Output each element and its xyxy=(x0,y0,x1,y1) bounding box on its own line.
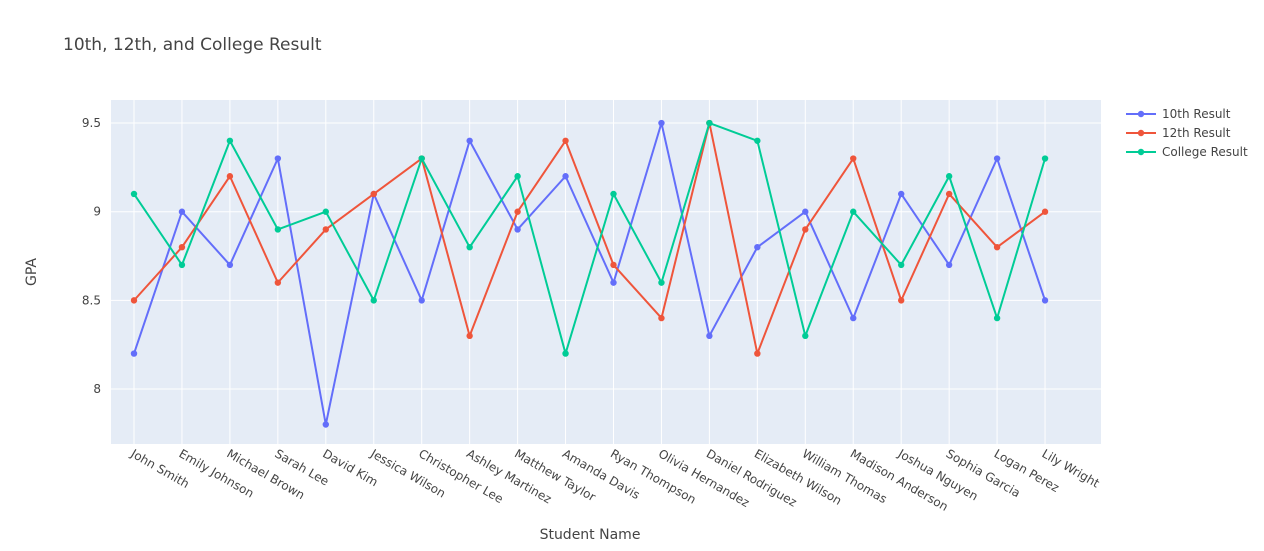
data-point[interactable] xyxy=(514,208,521,215)
data-point[interactable] xyxy=(898,190,905,198)
data-point[interactable] xyxy=(466,137,473,144)
data-point[interactable] xyxy=(178,243,186,251)
data-point[interactable] xyxy=(850,208,857,215)
data-point[interactable] xyxy=(514,173,521,180)
data-point[interactable] xyxy=(1041,208,1049,215)
legend-label: 12th Result xyxy=(1162,126,1231,140)
x-axis-title: Student Name xyxy=(540,527,641,543)
data-point[interactable] xyxy=(226,261,234,269)
data-point[interactable] xyxy=(993,155,1001,162)
data-point[interactable] xyxy=(658,119,665,127)
data-point[interactable] xyxy=(322,421,329,428)
data-point[interactable] xyxy=(706,119,713,127)
series-0 xyxy=(130,119,1049,428)
series-2 xyxy=(130,119,1049,357)
data-point[interactable] xyxy=(418,155,425,162)
data-point[interactable] xyxy=(274,155,282,162)
x-tick-label: Matthew Taylor xyxy=(512,446,598,504)
data-point[interactable] xyxy=(993,314,1001,322)
data-point[interactable] xyxy=(226,137,234,144)
data-point[interactable] xyxy=(562,173,569,180)
data-point[interactable] xyxy=(466,332,473,340)
data-point[interactable] xyxy=(1041,297,1049,304)
data-point[interactable] xyxy=(898,261,905,269)
data-point[interactable] xyxy=(274,279,282,286)
legend-swatch-marker xyxy=(1137,148,1145,156)
legend-item[interactable]: College Result xyxy=(1126,145,1248,159)
data-point[interactable] xyxy=(610,190,617,198)
data-point[interactable] xyxy=(178,261,186,269)
x-tick-label: Christopher Lee xyxy=(416,446,505,506)
data-point[interactable] xyxy=(610,261,617,269)
y-tick-label: 9.5 xyxy=(82,116,101,130)
data-point[interactable] xyxy=(370,190,377,198)
data-point[interactable] xyxy=(514,226,521,233)
data-point[interactable] xyxy=(178,208,186,215)
data-point[interactable] xyxy=(130,190,138,198)
chart-title: 10th, 12th, and College Result xyxy=(63,35,322,55)
data-point[interactable] xyxy=(1041,155,1049,162)
data-point[interactable] xyxy=(370,297,377,304)
data-point[interactable] xyxy=(802,226,809,233)
x-tick-label: Ashley Martinez xyxy=(464,446,554,506)
series-line xyxy=(133,122,1046,355)
legend-item[interactable]: 10th Result xyxy=(1126,107,1231,121)
series-line xyxy=(133,122,1047,355)
data-point[interactable] xyxy=(322,208,329,215)
data-point[interactable] xyxy=(418,297,425,304)
data-point[interactable] xyxy=(562,137,569,144)
data-point[interactable] xyxy=(322,226,329,233)
x-tick-label: Ryan Thompson xyxy=(608,446,698,506)
data-point[interactable] xyxy=(466,243,473,251)
data-point[interactable] xyxy=(945,173,953,180)
y-tick-label: 8.5 xyxy=(82,293,101,307)
series-layer xyxy=(130,119,1049,428)
y-tick-label: 9 xyxy=(93,205,101,219)
data-point[interactable] xyxy=(658,314,665,322)
series-1 xyxy=(130,119,1049,357)
y-tick-label: 8 xyxy=(93,382,101,396)
series-line xyxy=(133,122,1046,426)
data-point[interactable] xyxy=(993,243,1001,251)
data-point[interactable] xyxy=(130,297,138,304)
data-point[interactable] xyxy=(945,190,953,198)
data-point[interactable] xyxy=(754,243,761,251)
data-point[interactable] xyxy=(802,332,809,340)
legend-label: College Result xyxy=(1162,145,1248,159)
x-tick-label: William Thomas xyxy=(800,446,890,506)
data-point[interactable] xyxy=(802,208,809,215)
legend-swatch-marker xyxy=(1137,129,1145,137)
y-axis-ticks: 8 8.5 9 9.5 xyxy=(82,116,101,396)
data-point[interactable] xyxy=(658,279,665,286)
data-point[interactable] xyxy=(898,297,905,304)
data-point[interactable] xyxy=(130,350,138,357)
legend-label: 10th Result xyxy=(1162,107,1231,121)
y-axis-title: GPA xyxy=(24,258,40,286)
legend-item[interactable]: 12th Result xyxy=(1126,126,1231,140)
data-point[interactable] xyxy=(562,350,569,357)
data-point[interactable] xyxy=(274,226,282,233)
data-point[interactable] xyxy=(850,314,857,322)
plot-area xyxy=(111,100,1101,444)
data-point[interactable] xyxy=(754,137,761,144)
legend[interactable]: 10th Result 12th Result College Result xyxy=(1126,107,1248,159)
data-point[interactable] xyxy=(945,261,953,269)
data-point[interactable] xyxy=(850,155,857,162)
data-point[interactable] xyxy=(706,332,713,340)
data-point[interactable] xyxy=(226,173,234,180)
legend-swatch-marker xyxy=(1137,110,1145,118)
data-point[interactable] xyxy=(610,279,617,286)
data-point[interactable] xyxy=(754,350,761,357)
